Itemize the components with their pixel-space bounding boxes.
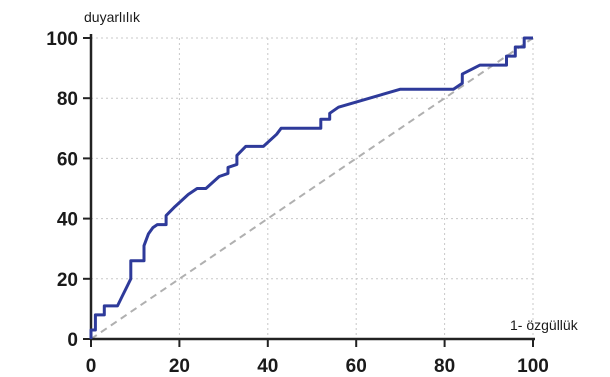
x-tick-label-5: 100 — [517, 356, 549, 377]
y-tick-label-3: 60 — [57, 149, 78, 170]
y-tick-label-0: 0 — [67, 330, 78, 351]
x-tick-label-4: 80 — [434, 356, 455, 377]
roc-curve-line-0 — [89, 36, 533, 339]
reference-line — [90, 37, 534, 340]
x-tick-label-3: 60 — [346, 356, 367, 377]
x-tick-label-1: 20 — [169, 356, 190, 377]
series-layer — [89, 36, 533, 339]
y-tick-label-1: 20 — [57, 270, 78, 291]
y-axis-title: duyarlılık — [84, 9, 141, 25]
tick-labels: 0 20 40 60 80 100 0 20 40 60 80 100 — [46, 29, 549, 377]
y-tick-label-4: 80 — [57, 89, 78, 110]
y-tick-label-5: 100 — [46, 29, 78, 50]
x-tick-label-0: 0 — [86, 356, 97, 377]
x-tick-label-2: 40 — [257, 356, 278, 377]
y-tick-label-2: 40 — [57, 210, 78, 231]
reference-diagonal — [90, 37, 534, 340]
x-axis-title: 1- özgüllük — [510, 317, 579, 333]
axes — [83, 34, 535, 347]
